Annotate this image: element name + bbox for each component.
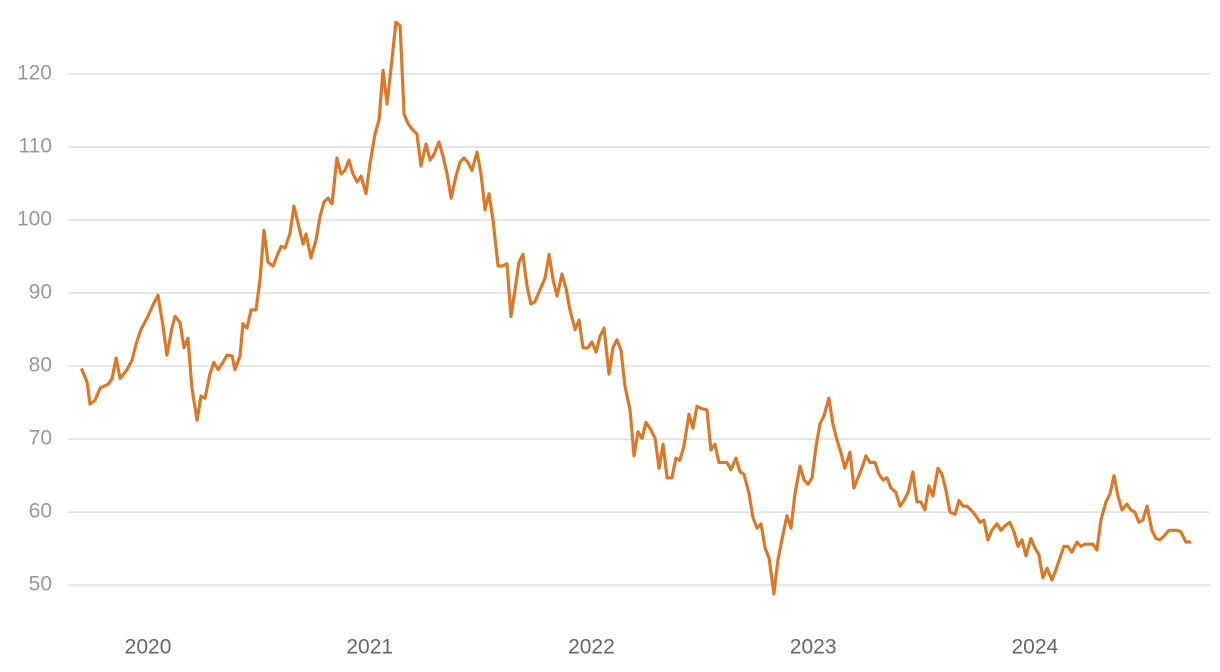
x-tick-label: 2024 [1011,636,1058,659]
y-tick-label: 90 [29,281,52,304]
x-tick-label: 2020 [125,636,172,659]
y-tick-label: 70 [29,427,52,450]
x-tick-label: 2022 [568,636,615,659]
y-tick-label: 110 [19,135,52,158]
y-tick-label: 120 [17,62,52,85]
y-tick-label: 100 [17,208,52,231]
y-tick-label: 60 [29,500,52,523]
y-tick-label: 80 [29,354,52,377]
y-tick-label: 50 [29,573,52,596]
x-tick-label: 2023 [790,636,837,659]
x-tick-label: 2021 [346,636,393,659]
price-line [80,20,1192,596]
